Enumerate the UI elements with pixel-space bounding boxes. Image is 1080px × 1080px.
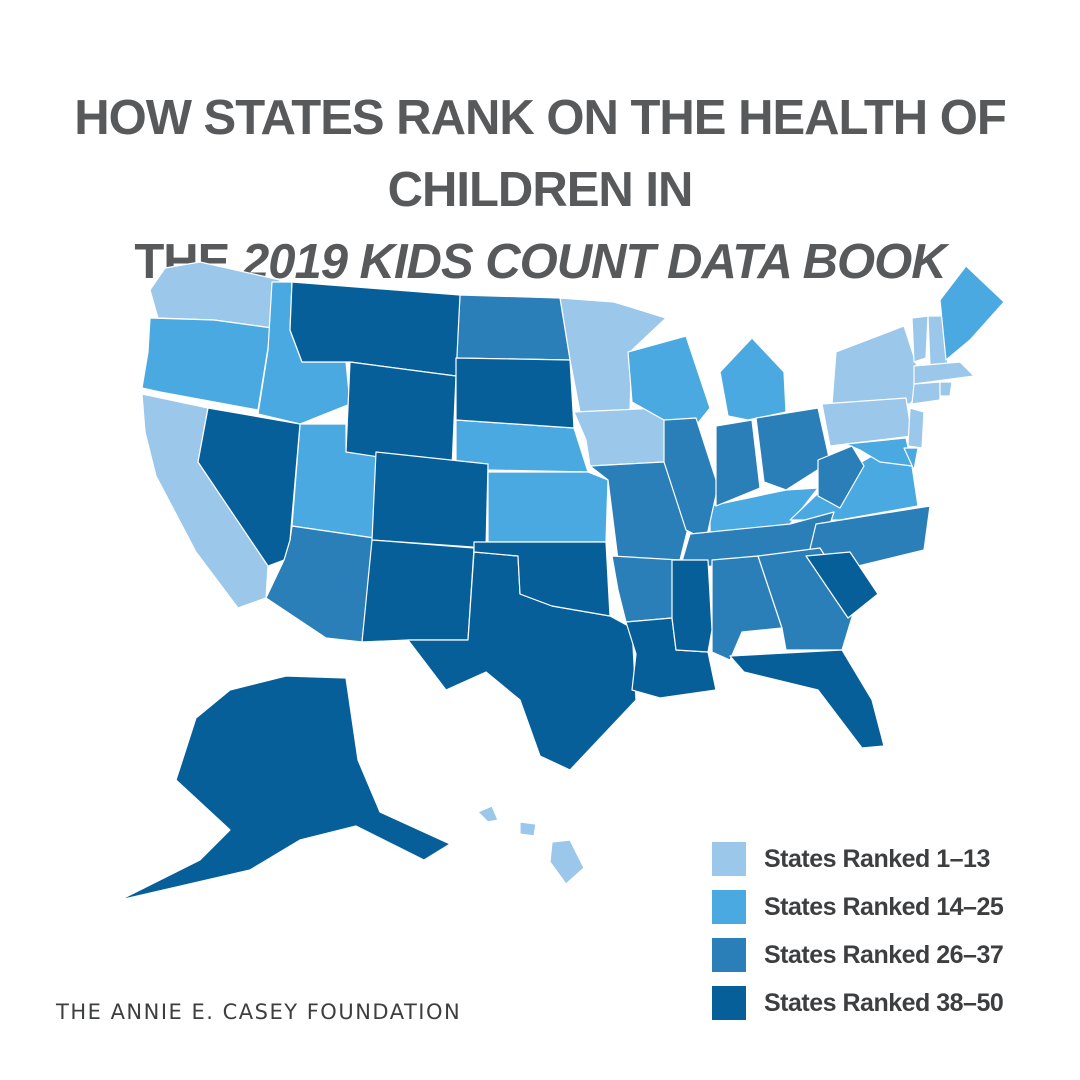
title-line-2: THE 2019 KIDS COUNT DATA BOOK (0, 226, 1080, 298)
state-sc (805, 551, 879, 619)
legend-label: States Ranked 26–37 (764, 940, 1004, 969)
legend: States Ranked 1–13 States Ranked 14–25 S… (712, 835, 1004, 1027)
state-mi (719, 337, 787, 421)
state-ny (831, 325, 925, 405)
state-ms (671, 559, 713, 653)
state-mt (289, 281, 461, 377)
legend-item-tier-2: States Ranked 14–25 (712, 883, 1004, 931)
state-ok (473, 541, 611, 617)
state-me (939, 265, 1005, 361)
state-hi (477, 805, 585, 885)
state-wy (345, 361, 457, 469)
legend-item-tier-4: States Ranked 38–50 (712, 979, 1004, 1027)
state-ks (487, 471, 609, 543)
state-wv (817, 445, 865, 509)
state-ri (939, 381, 953, 397)
state-fl (729, 649, 885, 749)
state-md (845, 437, 913, 467)
state-ar (611, 555, 681, 623)
title-book-name: 2019 KIDS COUNT DATA BOOK (241, 235, 947, 289)
state-vt (911, 315, 929, 363)
state-nj (907, 407, 925, 449)
legend-swatch (712, 986, 746, 1020)
state-ma (913, 361, 975, 385)
foundation-name: THE ANNIE E. CASEY FOUNDATION (56, 1000, 462, 1024)
legend-label: States Ranked 38–50 (764, 988, 1004, 1017)
legend-swatch (712, 938, 746, 972)
legend-item-tier-3: States Ranked 26–37 (712, 931, 1004, 979)
map-title: HOW STATES RANK ON THE HEALTH OF CHILDRE… (0, 82, 1080, 298)
state-ct (911, 381, 941, 405)
legend-label: States Ranked 1–13 (764, 844, 990, 873)
state-nm (361, 539, 475, 643)
legend-label: States Ranked 14–25 (764, 892, 1004, 921)
legend-swatch (712, 890, 746, 924)
state-in (715, 419, 761, 507)
state-sd (455, 357, 575, 429)
state-nd (455, 294, 571, 361)
title-line-1: HOW STATES RANK ON THE HEALTH OF CHILDRE… (74, 91, 1007, 217)
state-co (371, 451, 489, 549)
legend-item-tier-1: States Ranked 1–13 (712, 835, 1003, 883)
state-nv (197, 407, 301, 567)
state-or (141, 317, 273, 411)
legend-swatch (712, 842, 746, 876)
state-ak (119, 675, 451, 901)
state-de (903, 447, 919, 471)
state-oh (755, 407, 831, 491)
